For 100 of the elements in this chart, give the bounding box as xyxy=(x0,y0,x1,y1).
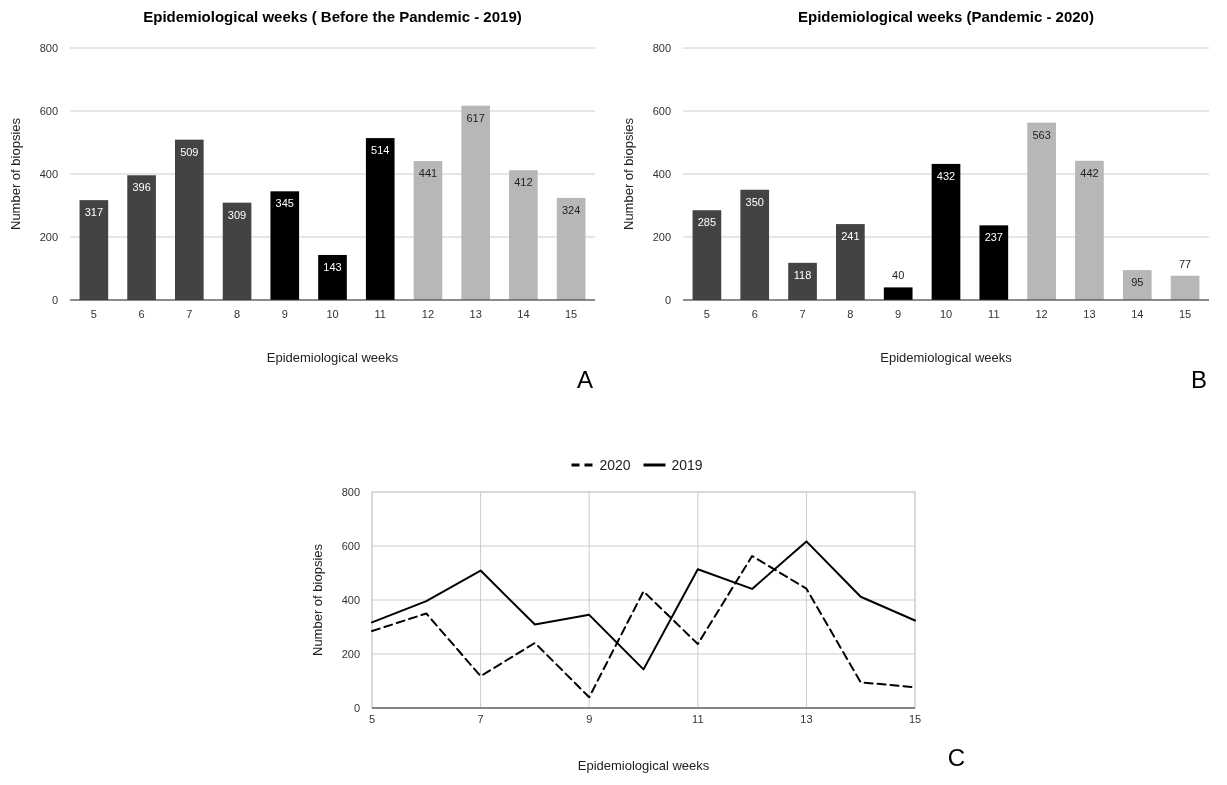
x-tick-label: 8 xyxy=(847,308,854,320)
bar xyxy=(175,139,204,300)
bar xyxy=(365,138,395,300)
data-label: 285 xyxy=(697,216,717,229)
y-tick-label: 600 xyxy=(341,540,360,552)
legend-label: 2020 xyxy=(599,457,631,473)
y-tick-label: 0 xyxy=(51,294,58,306)
x-tick-label: 12 xyxy=(1035,308,1048,320)
x-axis-title: Epidemiological weeks xyxy=(266,350,399,365)
x-tick-label: 9 xyxy=(586,713,593,725)
text: A xyxy=(576,366,593,393)
bar xyxy=(1027,122,1056,300)
x-tick-label: 11 xyxy=(988,308,1000,320)
y-tick-label: 400 xyxy=(652,168,671,180)
x-tick-label: 13 xyxy=(800,713,813,725)
bar xyxy=(931,163,961,300)
x-tick-label: 8 xyxy=(233,308,241,320)
y-tick-label: 400 xyxy=(39,168,58,180)
x-tick-label: 9 xyxy=(281,308,288,320)
y-axis-title: Number of biopsies xyxy=(8,117,23,230)
bar xyxy=(1170,275,1200,300)
x-tick-label: 12 xyxy=(421,308,435,320)
bar xyxy=(979,225,1009,300)
bar xyxy=(270,191,300,300)
x-tick-label: 6 xyxy=(138,308,145,320)
x-tick-label: 10 xyxy=(326,308,339,320)
x-axis-title: Epidemiological weeks xyxy=(577,758,710,773)
bar xyxy=(509,170,538,300)
x-tick-label: 10 xyxy=(939,308,953,320)
x-tick-label: 15 xyxy=(908,713,922,725)
data-label: 442 xyxy=(1080,166,1099,179)
x-tick-label: 13 xyxy=(1083,308,1096,320)
x-tick-label: 5 xyxy=(90,308,97,320)
y-tick-label: 200 xyxy=(652,231,671,243)
bar xyxy=(318,254,347,300)
y-tick-label: 0 xyxy=(664,294,671,306)
data-label: 118 xyxy=(793,268,812,281)
data-label: 396 xyxy=(132,181,151,194)
y-tick-label: 800 xyxy=(341,486,360,498)
y-tick-label: 400 xyxy=(341,594,360,606)
data-label: 324 xyxy=(561,203,581,216)
bar xyxy=(79,200,109,300)
x-tick-label: 11 xyxy=(374,308,386,320)
data-label: 237 xyxy=(984,231,1003,244)
x-tick-label: 15 xyxy=(565,308,578,320)
y-axis-title: Number of biopsies xyxy=(621,117,636,230)
bar xyxy=(1075,160,1104,300)
y-axis-title: Number of biopsies xyxy=(310,543,325,656)
x-tick-label: 13 xyxy=(469,308,482,320)
x-tick-label: 14 xyxy=(1131,308,1144,320)
x-tick-label: 14 xyxy=(517,308,530,320)
y-tick-label: 200 xyxy=(39,231,58,243)
x-tick-label: 7 xyxy=(799,308,806,320)
y-tick-label: 0 xyxy=(353,702,360,714)
data-label: 143 xyxy=(323,260,342,273)
bar xyxy=(127,175,156,300)
bar xyxy=(836,224,865,300)
bar xyxy=(883,287,913,300)
bar xyxy=(740,189,770,300)
data-label: 95 xyxy=(1131,276,1144,289)
x-tick-label: 11 xyxy=(692,713,704,725)
data-label: 509 xyxy=(180,145,199,158)
text: B xyxy=(1190,366,1207,393)
bar xyxy=(413,161,443,300)
data-label: 412 xyxy=(514,176,533,189)
x-tick-label: 9 xyxy=(895,308,902,320)
x-axis-title: Epidemiological weeks xyxy=(880,350,1013,365)
chart-title: Epidemiological weeks ( Before the Pandemic - 2019) xyxy=(143,8,522,25)
x-tick-label: 7 xyxy=(186,308,193,320)
bar xyxy=(692,210,722,300)
text: C xyxy=(947,744,965,771)
y-tick-label: 800 xyxy=(652,42,671,54)
data-label: 241 xyxy=(841,230,860,243)
x-tick-label: 6 xyxy=(751,308,758,320)
data-label: 309 xyxy=(227,208,247,221)
y-tick-label: 800 xyxy=(39,42,58,54)
data-label: 432 xyxy=(936,169,956,182)
x-tick-label: 5 xyxy=(368,713,376,725)
data-label: 77 xyxy=(1178,257,1192,270)
data-label: 317 xyxy=(84,206,104,219)
bar xyxy=(222,202,252,300)
y-tick-label: 600 xyxy=(652,105,671,117)
bar xyxy=(556,197,586,300)
data-label: 350 xyxy=(745,195,764,208)
data-label: 441 xyxy=(418,167,438,180)
y-tick-label: 600 xyxy=(39,105,58,117)
bar xyxy=(461,105,490,300)
data-label: 617 xyxy=(466,111,485,124)
bar xyxy=(1122,270,1152,300)
bar xyxy=(788,262,817,300)
x-tick-label: 7 xyxy=(477,713,484,725)
chart-title: Epidemiological weeks (Pandemic - 2020) xyxy=(798,8,1094,25)
legend-label: 2019 xyxy=(671,457,703,473)
y-tick-label: 200 xyxy=(341,648,360,660)
x-tick-label: 15 xyxy=(1178,308,1192,320)
data-label: 40 xyxy=(892,269,905,282)
data-label: 514 xyxy=(371,144,390,157)
data-label: 563 xyxy=(1032,128,1051,141)
data-label: 345 xyxy=(275,197,294,210)
x-tick-label: 5 xyxy=(703,308,710,320)
